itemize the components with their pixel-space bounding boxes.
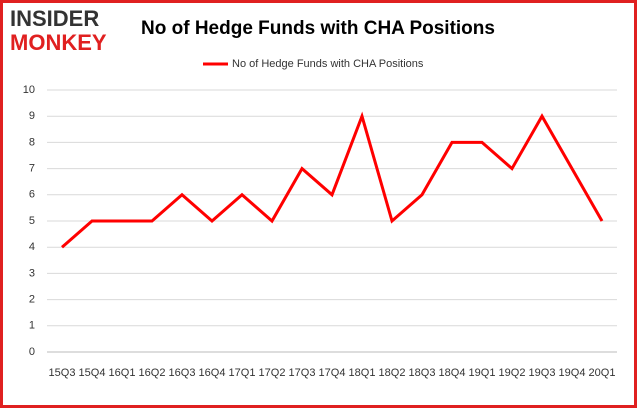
legend-label: No of Hedge Funds with CHA Positions xyxy=(232,58,424,70)
x-tick-label: 16Q1 xyxy=(109,367,136,379)
y-tick-label: 9 xyxy=(29,110,35,122)
x-tick-label: 20Q1 xyxy=(589,367,616,379)
x-tick-label: 18Q4 xyxy=(439,367,466,379)
chart-title: No of Hedge Funds with CHA Positions xyxy=(141,18,495,39)
x-tick-label: 15Q4 xyxy=(79,367,106,379)
x-tick-label: 18Q2 xyxy=(379,367,406,379)
x-tick-label: 18Q1 xyxy=(349,367,376,379)
line-series xyxy=(61,111,604,249)
x-tick-label: 15Q3 xyxy=(49,367,76,379)
x-tick-label: 19Q1 xyxy=(469,367,496,379)
y-tick-label: 7 xyxy=(29,163,35,175)
y-tick-label: 8 xyxy=(29,136,35,148)
y-tick-label: 0 xyxy=(29,346,35,358)
x-tick-label: 16Q2 xyxy=(139,367,166,379)
logo-bottom: MONKEY xyxy=(10,30,107,55)
x-tick-label: 17Q3 xyxy=(289,367,316,379)
y-tick-label: 6 xyxy=(29,189,35,201)
x-tick-label: 18Q3 xyxy=(409,367,436,379)
x-tick-label: 16Q4 xyxy=(199,367,226,379)
x-tick-label: 19Q3 xyxy=(529,367,556,379)
x-tick-label: 19Q4 xyxy=(559,367,586,379)
x-tick-label: 16Q3 xyxy=(169,367,196,379)
y-tick-label: 2 xyxy=(29,294,35,306)
x-tick-label: 17Q4 xyxy=(319,367,346,379)
y-tick-label: 1 xyxy=(29,320,35,332)
y-tick-label: 3 xyxy=(29,267,35,279)
x-tick-label: 17Q2 xyxy=(259,367,286,379)
logo-top: INSIDER xyxy=(10,6,99,31)
y-tick-label: 4 xyxy=(29,241,35,253)
x-tick-label: 17Q1 xyxy=(229,367,256,379)
y-tick-label: 5 xyxy=(29,215,35,227)
y-tick-label: 10 xyxy=(23,84,35,96)
x-tick-label: 19Q2 xyxy=(499,367,526,379)
